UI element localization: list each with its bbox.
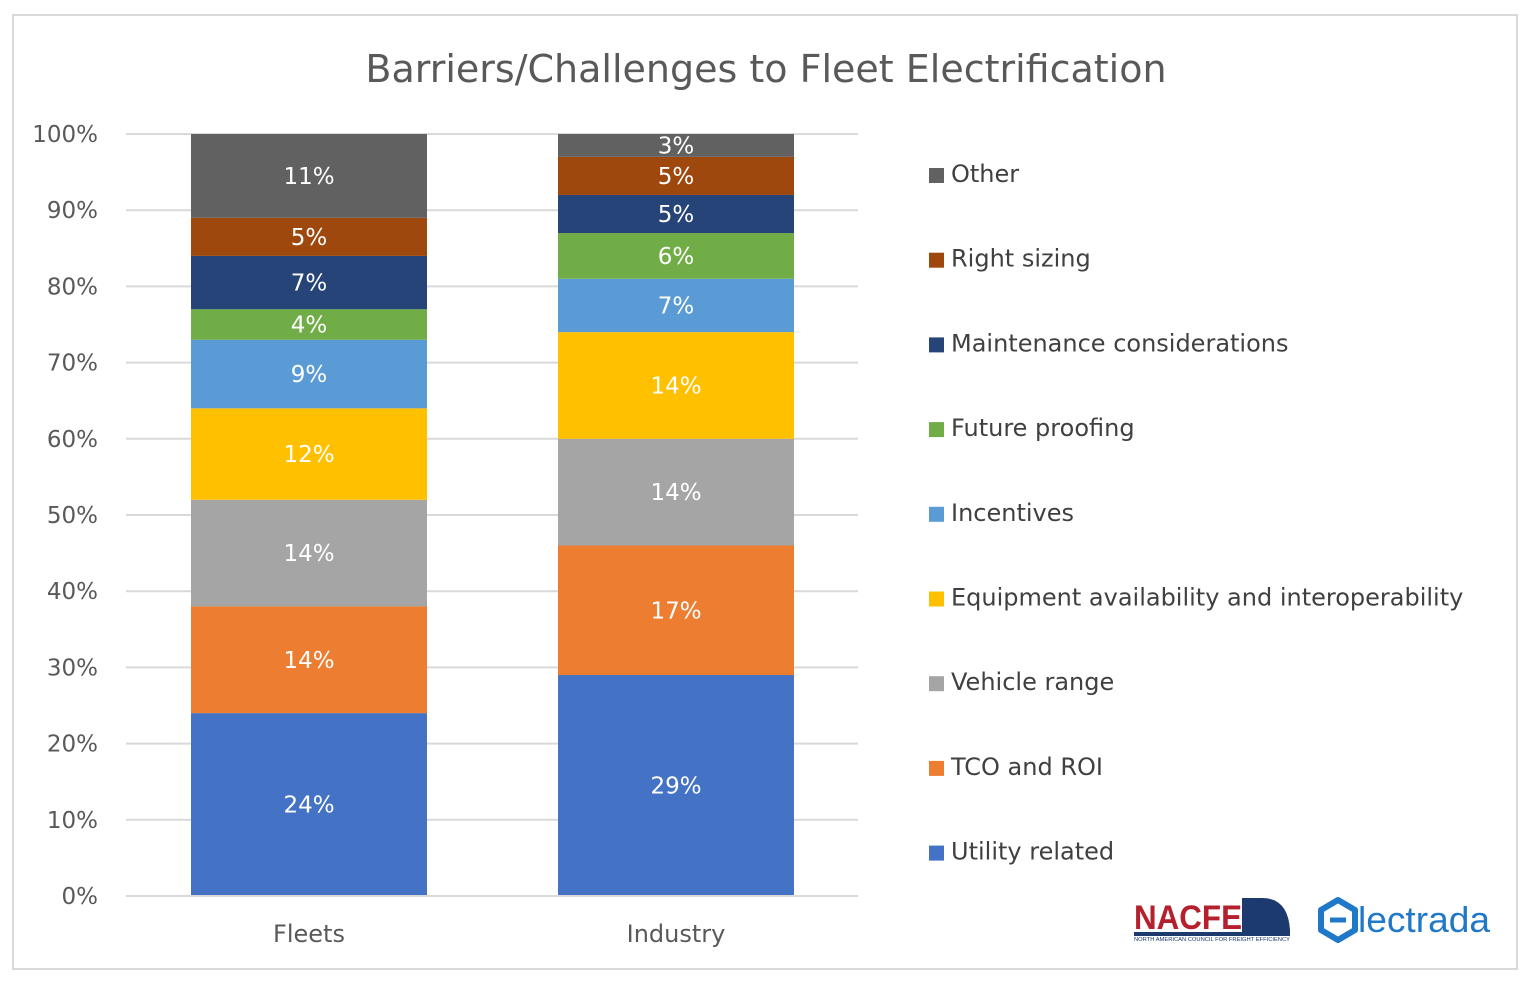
bar-segment-right-sizing: [558, 156, 794, 195]
legend-item-future-proofing: Future proofing: [929, 414, 1135, 442]
data-label-future-proofing: 4%: [291, 313, 328, 339]
legend-label: Utility related: [951, 838, 1114, 866]
bar-segment-vehicle-range: [558, 438, 794, 546]
bar-stack-industry: 29% 17% 14% 14% 7% 6% 5% 5% 3%: [558, 133, 794, 896]
data-label-right-sizing: 5%: [291, 225, 328, 251]
data-label-equipment-availability-and-interoperability: 12%: [283, 442, 334, 468]
legend-item-utility-related: Utility related: [929, 838, 1114, 866]
bar-segment-vehicle-range: [191, 499, 427, 607]
legend-item-maintenance-considerations: Maintenance considerations: [929, 329, 1289, 357]
legend: Other Right sizing Maintenance considerati…: [929, 160, 1463, 866]
y-axis-ticks: 0% 10% 20% 30% 40% 50% 60% 70% 80% 90% 100%: [32, 122, 98, 910]
nacfe-logo-subtitle: NORTH AMERICAN COUNCIL FOR FREIGHT EFFIC…: [1134, 937, 1291, 943]
y-tick-label: 40%: [47, 579, 98, 605]
legend-item-incentives: Incentives: [929, 499, 1074, 527]
legend-label: TCO and ROI: [950, 753, 1103, 781]
y-tick-label: 100%: [32, 122, 98, 148]
data-label-other: 3%: [658, 133, 695, 159]
bar-segment-right-sizing: [191, 217, 427, 256]
data-label-maintenance-considerations: 7%: [291, 271, 328, 297]
nacfe-text-backdrop: [1134, 898, 1242, 932]
legend-item-vehicle-range: Vehicle range: [929, 668, 1114, 696]
chart-title: Barriers/Challenges to Fleet Electrifica…: [365, 47, 1166, 91]
bar-segment-incentives: [558, 278, 794, 333]
legend-label: Other: [951, 160, 1019, 188]
y-tick-label: 30%: [47, 655, 98, 681]
data-label-utility-related: 29%: [650, 774, 701, 800]
bars: 24% 14% 14% 12% 9% 4% 7% 5% 11% 29% 17% 14% 14% 7% 6% 5…: [191, 133, 794, 896]
nacfe-logo: NACFE NORTH AMERICAN COUNCIL FOR FREIGHT…: [1134, 898, 1291, 943]
data-label-incentives: 9%: [291, 362, 328, 388]
data-label-right-sizing: 5%: [658, 164, 695, 190]
legend-swatch: [929, 506, 944, 522]
bar-segment-tco-and-roi: [558, 545, 794, 676]
x-axis-ticks: Fleets Industry: [126, 895, 858, 948]
data-label-vehicle-range: 14%: [283, 541, 334, 567]
electrada-logo: lectrada: [1318, 897, 1491, 943]
bar-segment-equipment-availability-and-interoperability: [558, 332, 794, 439]
bar-segment-future-proofing: [191, 309, 427, 340]
bar-segment-maintenance-considerations: [191, 255, 427, 310]
x-tick-label: Industry: [627, 920, 726, 948]
legend-label: Equipment availability and interoperabil…: [951, 584, 1463, 612]
bar-segment-incentives: [191, 339, 427, 409]
bar-segment-utility-related: [191, 713, 427, 896]
legend-swatch: [929, 845, 944, 861]
legend-swatch: [929, 337, 944, 353]
y-tick-label: 50%: [47, 503, 98, 529]
nacfe-logo-text: NACFE: [1134, 899, 1242, 937]
legend-label: Future proofing: [951, 414, 1135, 442]
y-tick-label: 80%: [47, 274, 98, 300]
data-label-maintenance-considerations: 5%: [658, 202, 695, 228]
bar-segment-future-proofing: [558, 233, 794, 279]
data-label-tco-and-roi: 14%: [283, 648, 334, 674]
legend-swatch: [929, 168, 944, 183]
bar-segment-utility-related: [558, 675, 794, 896]
legend-label: Right sizing: [951, 245, 1091, 273]
data-label-vehicle-range: 14%: [650, 480, 701, 506]
data-label-other: 11%: [283, 164, 334, 190]
bar-segment-equipment-availability-and-interoperability: [191, 408, 427, 500]
legend-swatch: [929, 591, 944, 607]
legend-label: Maintenance considerations: [951, 329, 1289, 357]
legend-item-tco-and-roi: TCO and ROI: [929, 753, 1103, 781]
data-label-utility-related: 24%: [283, 793, 334, 819]
bar-segment-other: [558, 134, 794, 157]
bar-segment-tco-and-roi: [191, 606, 427, 714]
data-label-tco-and-roi: 17%: [650, 598, 701, 624]
bar-stack-fleets: 24% 14% 14% 12% 9% 4% 7% 5% 11%: [191, 134, 427, 896]
legend-item-equipment-availability-and-interoperability: Equipment availability and interoperabil…: [929, 584, 1463, 612]
x-tick-label: Fleets: [273, 920, 345, 948]
bar-segment-other: [191, 134, 427, 218]
electrada-logo-text: lectrada: [1358, 899, 1491, 940]
y-tick-label: 20%: [47, 732, 98, 758]
y-tick-label: 0%: [62, 884, 99, 910]
y-tick-label: 90%: [47, 198, 98, 224]
legend-swatch: [929, 252, 944, 268]
electrada-e-icon: [1318, 897, 1358, 943]
y-tick-label: 10%: [47, 808, 98, 834]
legend-label: Vehicle range: [951, 668, 1114, 696]
data-label-equipment-availability-and-interoperability: 14%: [650, 373, 701, 399]
legend-label: Incentives: [951, 499, 1074, 527]
y-tick-label: 60%: [47, 427, 98, 453]
bar-segment-maintenance-considerations: [558, 194, 794, 234]
legend-swatch: [929, 760, 944, 776]
legend-item-right-sizing: Right sizing: [929, 245, 1091, 273]
data-label-future-proofing: 6%: [658, 244, 695, 270]
legend-swatch: [929, 676, 944, 692]
legend-item-other: Other: [929, 160, 1019, 188]
y-tick-label: 70%: [47, 351, 98, 377]
data-label-incentives: 7%: [658, 293, 695, 319]
legend-swatch: [929, 422, 944, 438]
